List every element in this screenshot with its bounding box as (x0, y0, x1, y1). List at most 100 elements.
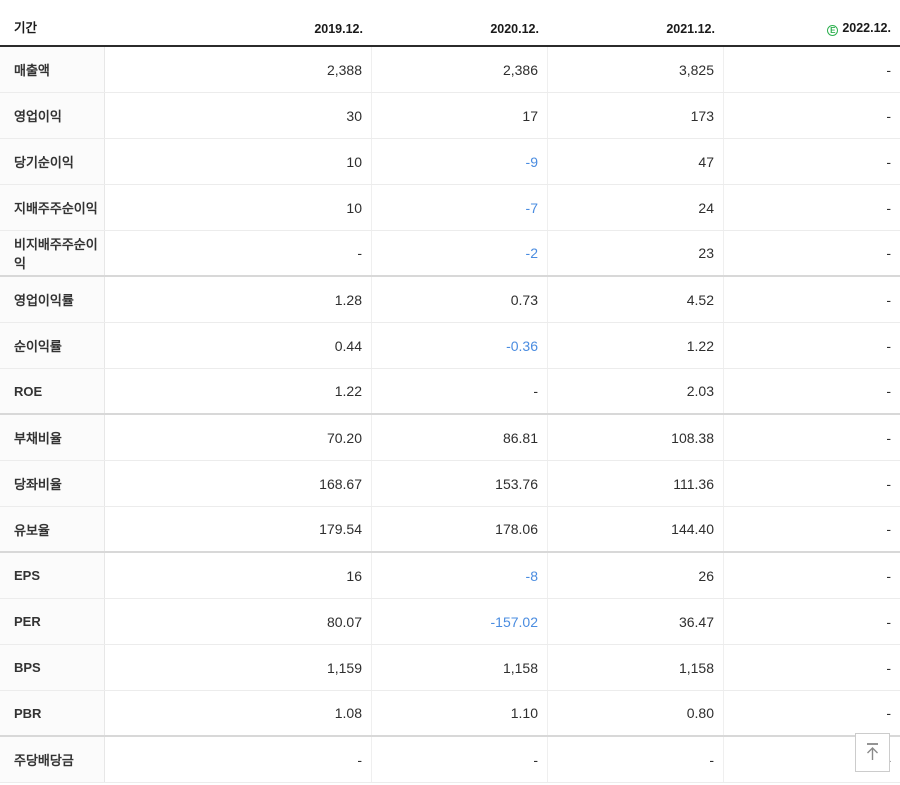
cell-value: -8 (372, 553, 548, 598)
cell-value: 86.81 (372, 415, 548, 460)
row-label: ROE (0, 369, 105, 413)
cell-value: 17 (372, 93, 548, 138)
estimate-icon: E (827, 25, 839, 36)
table-header-row: 기간 2019.12. 2020.12. 2021.12. E 2022.12. (0, 0, 900, 47)
table-row: PBR 1.08 1.10 0.80 - (0, 691, 900, 737)
cell-value: 80.07 (105, 599, 372, 644)
header-col-2020: 2020.12. (490, 22, 539, 36)
cell-value: - (886, 153, 891, 170)
table-row: 비지배주주순이익 - -2 23- (0, 231, 900, 277)
row-label: 당기순이익 (0, 139, 105, 184)
row-label: 주당배당금 (0, 737, 105, 782)
row-label: 영업이익률 (0, 277, 105, 322)
cell-value: 4.52 (548, 277, 724, 322)
cell-value: 30 (105, 93, 372, 138)
cell-value: - (886, 199, 891, 216)
cell-value: - (886, 337, 891, 354)
table-row: PER 80.07 -157.02 36.47 - (0, 599, 900, 645)
cell-value: - (372, 369, 548, 413)
cell-value: -9 (372, 139, 548, 184)
cell-value: 36.47 (548, 599, 724, 644)
cell-value: 47 (548, 139, 724, 184)
back-to-top-button[interactable] (855, 733, 890, 772)
cell-value: - (886, 659, 891, 676)
cell-value: 153.76 (372, 461, 548, 506)
cell-value: - (886, 107, 891, 124)
cell-value: -7 (372, 185, 548, 230)
row-label: EPS (0, 553, 105, 598)
cell-value: - (886, 521, 891, 537)
cell-value: - (886, 383, 891, 399)
cell-value: 10 (105, 185, 372, 230)
cell-value: - (886, 245, 891, 261)
cell-value: 26 (548, 553, 724, 598)
cell-value: 0.73 (372, 277, 548, 322)
cell-value: -2 (372, 231, 548, 275)
cell-value: - (548, 737, 724, 782)
cell-value: - (886, 705, 891, 721)
cell-value: 3,825 (548, 47, 724, 92)
cell-value: - (105, 231, 372, 275)
row-label: 지배주주순이익 (0, 185, 105, 230)
cell-value: 1,159 (105, 645, 372, 690)
table-row: 순이익률 0.44 -0.36 1.22 - (0, 323, 900, 369)
cell-value: 1.22 (105, 369, 372, 413)
cell-value: 1.22 (548, 323, 724, 368)
header-col-2022: E 2022.12. (724, 21, 900, 46)
row-label: PER (0, 599, 105, 644)
cell-value: 1,158 (372, 645, 548, 690)
cell-value: 144.40 (548, 507, 724, 551)
cell-value: 0.80 (548, 691, 724, 735)
row-label: 매출액 (0, 47, 105, 92)
cell-value: 2.03 (548, 369, 724, 413)
cell-value: 2,388 (105, 47, 372, 92)
cell-value: 24 (548, 185, 724, 230)
row-label: 순이익률 (0, 323, 105, 368)
cell-value: 1.08 (105, 691, 372, 735)
table-row: 매출액 2,388 2,386 3,825 - (0, 47, 900, 93)
row-label: 유보율 (0, 507, 105, 551)
cell-value: - (886, 429, 891, 446)
table-row: BPS 1,159 1,158 1,158- (0, 645, 900, 691)
table-row: 주당배당금---- (0, 737, 900, 783)
cell-value: 173 (548, 93, 724, 138)
table-body: 매출액 2,388 2,386 3,825- 영업이익 30 17 173- 당기순이익 10 -9… (0, 47, 900, 783)
arrow-up-to-top-icon (864, 742, 881, 764)
row-label: 영업이익 (0, 93, 105, 138)
cell-value: 1.28 (105, 277, 372, 322)
cell-value: -157.02 (372, 599, 548, 644)
cell-value: 179.54 (105, 507, 372, 551)
row-label: 비지배주주순이익 (0, 231, 105, 275)
cell-value: -0.36 (372, 323, 548, 368)
cell-value: 16 (105, 553, 372, 598)
table-row: 유보율 179.54 178.06 144.40 - (0, 507, 900, 553)
table-row: 당기순이익 10 -9 47 - (0, 139, 900, 185)
header-col-2021: 2021.12. (666, 22, 715, 36)
table-row: 지배주주순이익 10 -7 24 - (0, 185, 900, 231)
cell-value: 168.67 (105, 461, 372, 506)
cell-value: - (886, 567, 891, 584)
table-row: 부채비율 70.20 86.81 108.38 - (0, 415, 900, 461)
cell-value: 178.06 (372, 507, 548, 551)
cell-value: 10 (105, 139, 372, 184)
cell-value: - (886, 291, 891, 308)
cell-value: - (372, 737, 548, 782)
table-row: 당좌비율 168.67 153.76 111.36 - (0, 461, 900, 507)
cell-value: 23 (548, 231, 724, 275)
row-label: 부채비율 (0, 415, 105, 460)
cell-value: - (886, 475, 891, 492)
row-label: 당좌비율 (0, 461, 105, 506)
cell-value: 111.36 (548, 461, 724, 506)
header-col-2019: 2019.12. (314, 22, 363, 36)
header-col-2022-label: 2022.12. (842, 20, 891, 35)
cell-value: 108.38 (548, 415, 724, 460)
cell-value: 2,386 (372, 47, 548, 92)
row-label: BPS (0, 645, 105, 690)
cell-value: 0.44 (105, 323, 372, 368)
row-label: PBR (0, 691, 105, 735)
table-row: 영업이익률 1.28 0.73 4.52 - (0, 277, 900, 323)
table-row: ROE 1.22-2.03- (0, 369, 900, 415)
cell-value: 1,158 (548, 645, 724, 690)
header-period-label: 기간 (14, 21, 38, 35)
